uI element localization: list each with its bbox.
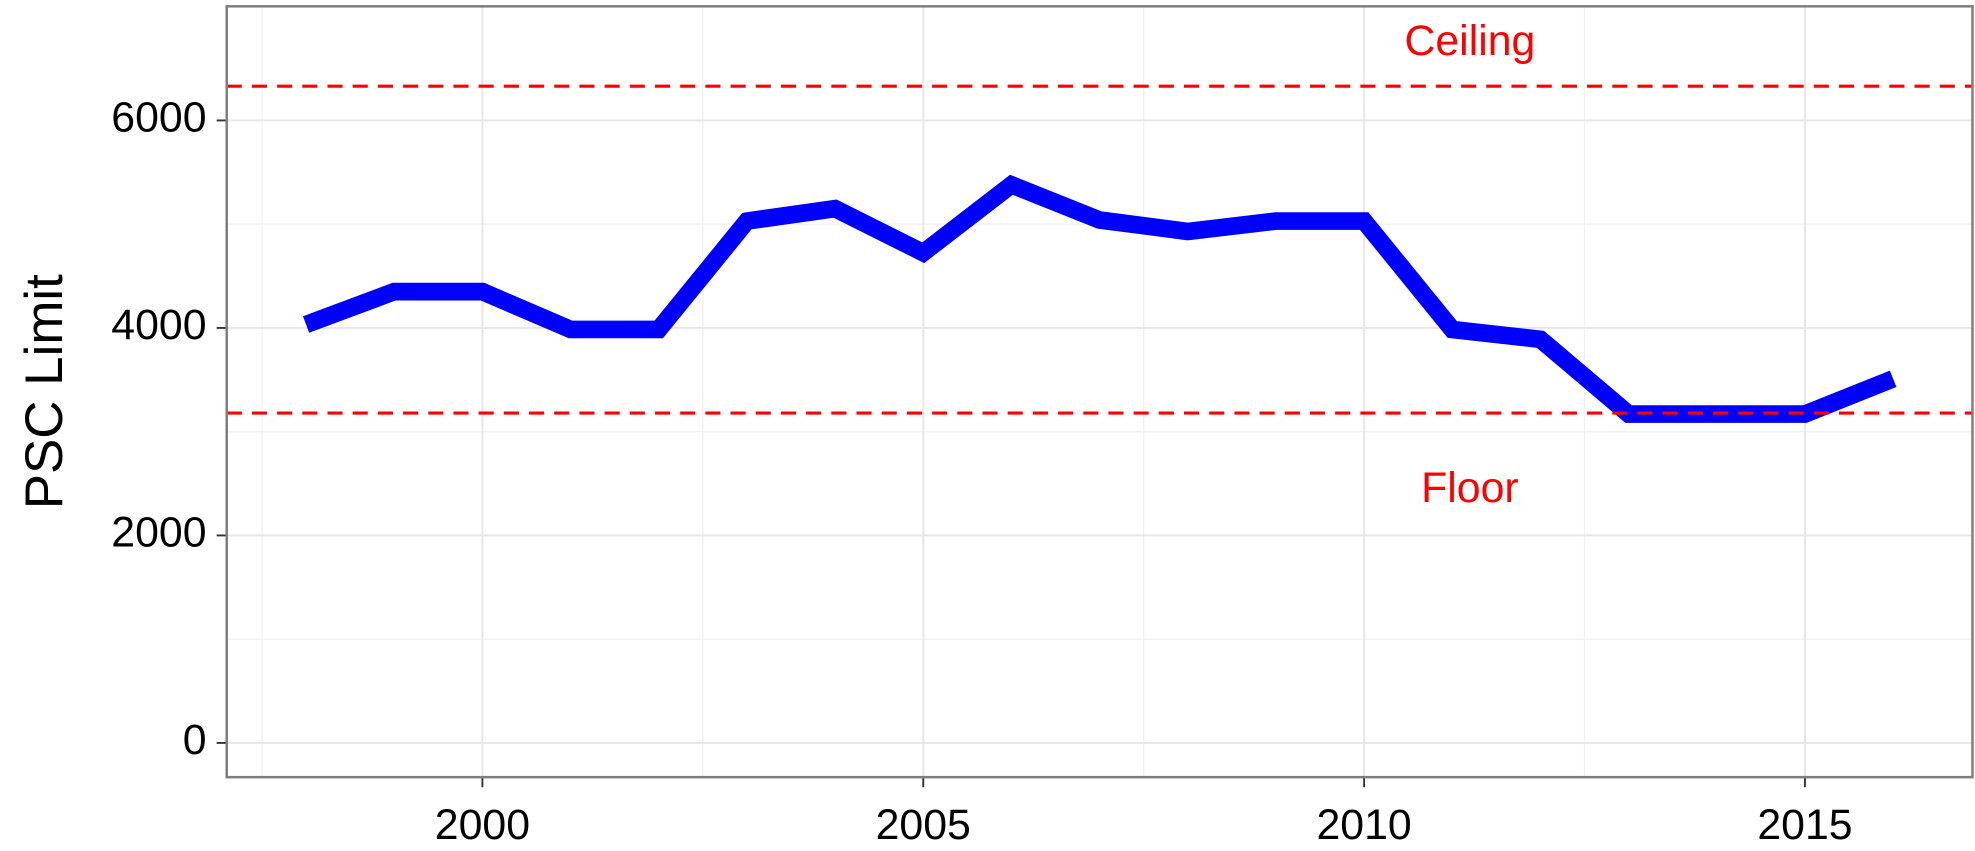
y-tick-label: 4000 — [111, 301, 206, 349]
reference-label: Floor — [1421, 464, 1519, 512]
y-axis-label: PSC Limit — [15, 274, 74, 509]
data-line — [302, 174, 1897, 423]
x-tick-label: 2010 — [1316, 801, 1411, 849]
y-tick-label: 6000 — [111, 94, 206, 142]
reference-label: Ceiling — [1404, 17, 1535, 65]
y-tick-label: 2000 — [111, 509, 206, 557]
panel-border — [225, 5, 1974, 779]
x-tick-label: 2015 — [1757, 801, 1852, 849]
y-tick-label: 0 — [183, 716, 207, 764]
x-tick-label: 2005 — [876, 801, 971, 849]
x-tick-label: 2000 — [435, 801, 530, 849]
